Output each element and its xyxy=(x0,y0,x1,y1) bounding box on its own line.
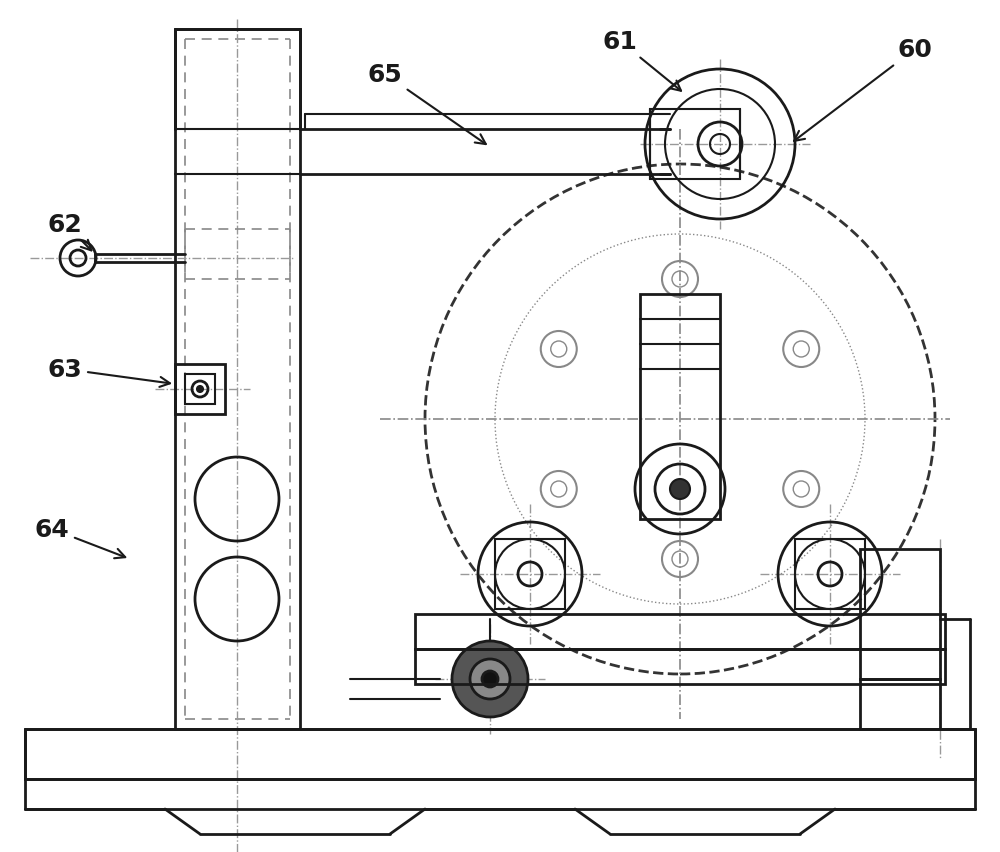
Bar xyxy=(860,679,940,729)
Bar xyxy=(495,539,565,609)
Bar xyxy=(650,110,740,180)
Text: 63: 63 xyxy=(48,358,170,388)
Circle shape xyxy=(670,480,690,499)
Circle shape xyxy=(197,387,203,393)
Bar xyxy=(415,614,945,649)
Text: 64: 64 xyxy=(35,517,125,559)
Circle shape xyxy=(482,671,498,688)
Bar xyxy=(795,539,865,609)
Bar xyxy=(175,30,300,729)
Bar xyxy=(415,649,945,684)
Bar xyxy=(860,550,940,679)
Bar xyxy=(640,295,720,520)
Circle shape xyxy=(452,642,528,717)
Text: 62: 62 xyxy=(48,213,91,251)
Text: 65: 65 xyxy=(368,63,486,145)
Bar xyxy=(25,729,975,779)
Circle shape xyxy=(470,659,510,699)
Text: 60: 60 xyxy=(794,38,932,141)
Text: 61: 61 xyxy=(603,30,681,92)
Bar xyxy=(185,375,215,405)
Bar xyxy=(175,365,225,415)
